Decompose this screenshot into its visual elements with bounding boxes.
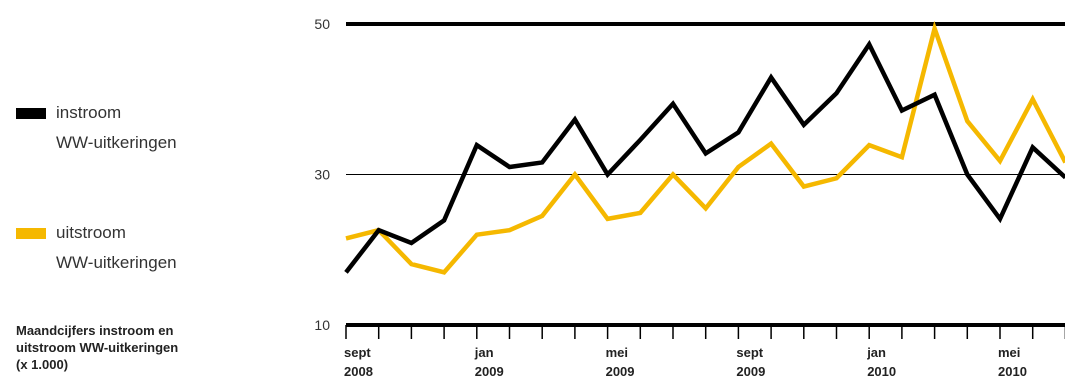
legend-label-instroom: instroom bbox=[56, 103, 122, 122]
x-tick-label-month: jan bbox=[474, 345, 494, 360]
legend-label-uitstroom-sub: WW-uitkeringen bbox=[56, 253, 177, 272]
x-tick-label-year: 2009 bbox=[606, 364, 635, 379]
x-tick-label-month: mei bbox=[998, 345, 1020, 360]
chart-note-line1: Maandcijfers instroom en bbox=[16, 323, 174, 338]
y-tick-label: 10 bbox=[314, 317, 330, 333]
legend-label-uitstroom: uitstroom bbox=[56, 223, 126, 242]
x-tick-label-month: mei bbox=[606, 345, 628, 360]
chart-note-line2: uitstroom WW-uitkeringen bbox=[16, 340, 179, 355]
x-axis: sept 2008 jan 2009 mei 2009 sept 2009 jan 2010 mei… bbox=[344, 323, 1065, 379]
x-tick-label-year: 2008 bbox=[344, 364, 373, 379]
series-line-uitstroom bbox=[345, 20, 1065, 275]
x-tick-label-month: sept bbox=[736, 345, 763, 360]
x-tick-label-year: 2009 bbox=[475, 364, 504, 379]
chart-note: Maandcijfers instroom en uitstroom WW-ui… bbox=[16, 322, 236, 373]
series-lines bbox=[344, 20, 1065, 275]
y-tick-label: 30 bbox=[314, 167, 330, 183]
x-tick-label-year: 2010 bbox=[998, 364, 1027, 379]
legend-swatch-instroom bbox=[16, 108, 46, 119]
y-tick-label: 50 bbox=[314, 16, 330, 32]
x-tick-label-year: 2009 bbox=[736, 364, 765, 379]
series-line-instroom bbox=[344, 39, 1065, 274]
x-tick-label-year: 2010 bbox=[867, 364, 896, 379]
legend-swatch-uitstroom bbox=[16, 228, 46, 239]
x-tick-label-month: sept bbox=[344, 345, 371, 360]
y-axis-ticks: 10 30 50 bbox=[314, 16, 330, 333]
x-tick-label-month: jan bbox=[866, 345, 886, 360]
chart-note-line3: (x 1.000) bbox=[16, 357, 69, 372]
legend-label-instroom-sub: WW-uitkeringen bbox=[56, 133, 177, 152]
